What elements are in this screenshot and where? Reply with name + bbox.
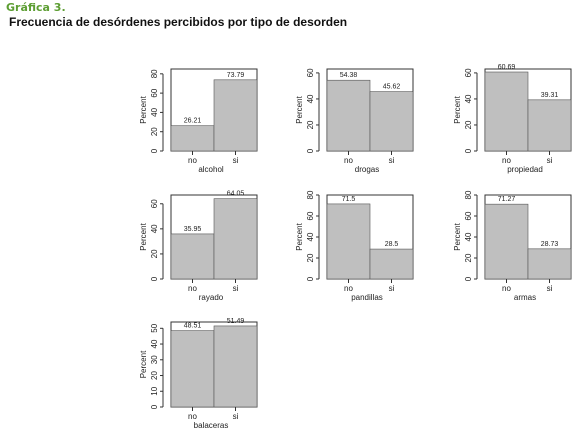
y-tick-label: 40 (150, 107, 159, 116)
y-tick-label: 40 (150, 224, 159, 233)
bar-si (369, 248, 414, 280)
x-axis-title: propiedad (507, 165, 543, 174)
bar-value-label: 28.5 (385, 241, 399, 248)
y-tick-label: 60 (306, 211, 315, 220)
chart-armas: 71.27 28.73 0 20 40 60 80 Percent no si armas (453, 190, 572, 302)
y-tick-label: 80 (464, 190, 473, 199)
chart-balaceras: 48.51 51.49 0 10 20 30 40 50 Percent no si balacera… (139, 318, 258, 430)
y-tick-label: 20 (306, 120, 315, 129)
y-tick-label: 20 (306, 253, 315, 262)
x-axis-title: drogas (355, 165, 379, 174)
y-tick-label: 60 (150, 88, 159, 97)
y-tick-label: 60 (464, 211, 473, 220)
bar-value-label: 54.38 (340, 72, 358, 79)
y-tick-label: 20 (150, 249, 159, 258)
bar-si (213, 325, 258, 408)
bar-no (170, 330, 215, 408)
x-tick-label: no (344, 284, 353, 293)
bar-no (484, 203, 529, 280)
y-tick-label: 40 (464, 232, 473, 241)
y-tick-label: 0 (306, 276, 315, 281)
y-tick-label: 20 (150, 371, 159, 380)
x-tick-label: no (188, 156, 197, 165)
x-tick-label: si (389, 284, 395, 293)
y-tick-label: 60 (150, 199, 159, 208)
y-tick-label: 10 (150, 386, 159, 395)
x-tick-label: no (344, 156, 353, 165)
bar-no (170, 233, 215, 280)
bar-value-label: 71.5 (342, 196, 356, 203)
bar-value-label: 26.21 (184, 118, 202, 125)
x-axis-title: balaceras (194, 421, 229, 430)
y-tick-label: 60 (306, 68, 315, 77)
bar-value-label: 64.05 (227, 191, 245, 198)
chart-drogas: 54.38 45.62 0 20 40 60 Percent no si drogas (295, 68, 414, 174)
bar-si (213, 198, 258, 280)
y-axis-title: Percent (139, 350, 148, 378)
y-tick-label: 80 (306, 190, 315, 199)
bar-value-label: 28.73 (541, 241, 559, 248)
chart-pandillas: 71.5 28.5 0 20 40 60 80 Percent no si pandillas (295, 190, 414, 302)
bar-value-label: 60.69 (498, 64, 516, 71)
bar-value-label: 51.49 (227, 318, 245, 325)
y-tick-label: 0 (150, 276, 159, 281)
bar-value-label: 39.31 (541, 92, 559, 99)
figure-label: Gráfica 3. (6, 1, 66, 14)
x-tick-label: si (233, 412, 239, 421)
bar-si (369, 91, 414, 152)
chart-propiedad: 60.69 39.31 0 20 40 60 Percent no si propiedad (453, 64, 572, 174)
bar-no (170, 125, 215, 152)
x-tick-label: si (233, 156, 239, 165)
bar-no (484, 71, 529, 152)
x-tick-label: no (188, 284, 197, 293)
x-tick-label: no (188, 412, 197, 421)
bar-si (527, 248, 572, 280)
figure-title: Frecuencia de desórdenes percibidos por … (9, 15, 348, 29)
bar-no (326, 79, 371, 152)
x-tick-label: no (502, 284, 511, 293)
bar-value-label: 71.27 (498, 196, 516, 203)
y-tick-label: 60 (464, 68, 473, 77)
x-tick-label: si (389, 156, 395, 165)
bar-value-label: 35.95 (184, 226, 202, 233)
y-axis-title: Percent (139, 222, 148, 250)
y-tick-label: 0 (150, 148, 159, 153)
bar-value-label: 48.51 (184, 323, 202, 330)
bar-si (213, 79, 258, 152)
x-axis-title: armas (514, 293, 536, 302)
y-axis-title: Percent (295, 222, 304, 250)
y-tick-label: 0 (464, 148, 473, 153)
y-tick-label: 40 (150, 339, 159, 348)
y-tick-label: 0 (150, 404, 159, 409)
y-tick-label: 0 (306, 148, 315, 153)
y-tick-label: 20 (464, 120, 473, 129)
chart-alcohol: 26.21 73.79 0 20 40 60 80 Percent no si alcohol (139, 68, 258, 174)
x-axis-title: pandillas (351, 293, 383, 302)
y-tick-label: 50 (150, 323, 159, 332)
bar-si (527, 99, 572, 152)
y-tick-label: 80 (150, 69, 159, 78)
x-tick-label: si (233, 284, 239, 293)
y-tick-label: 40 (306, 232, 315, 241)
y-axis-title: Percent (139, 95, 148, 123)
x-tick-label: si (547, 156, 553, 165)
bar-no (326, 203, 371, 280)
y-axis-title: Percent (453, 95, 462, 123)
y-tick-label: 30 (150, 355, 159, 364)
bar-value-label: 73.79 (227, 72, 245, 79)
x-axis-title: rayado (199, 293, 224, 302)
y-tick-label: 40 (464, 94, 473, 103)
x-axis-title: alcohol (198, 165, 224, 174)
y-tick-label: 40 (306, 94, 315, 103)
y-tick-label: 0 (464, 276, 473, 281)
y-tick-label: 20 (464, 253, 473, 262)
y-axis-title: Percent (295, 95, 304, 123)
bar-value-label: 45.62 (383, 84, 401, 91)
chart-rayado: 35.95 64.05 0 20 40 60 Percent no si rayado (139, 191, 258, 302)
x-tick-label: si (547, 284, 553, 293)
y-axis-title: Percent (453, 222, 462, 250)
y-tick-label: 20 (150, 127, 159, 136)
x-tick-label: no (502, 156, 511, 165)
